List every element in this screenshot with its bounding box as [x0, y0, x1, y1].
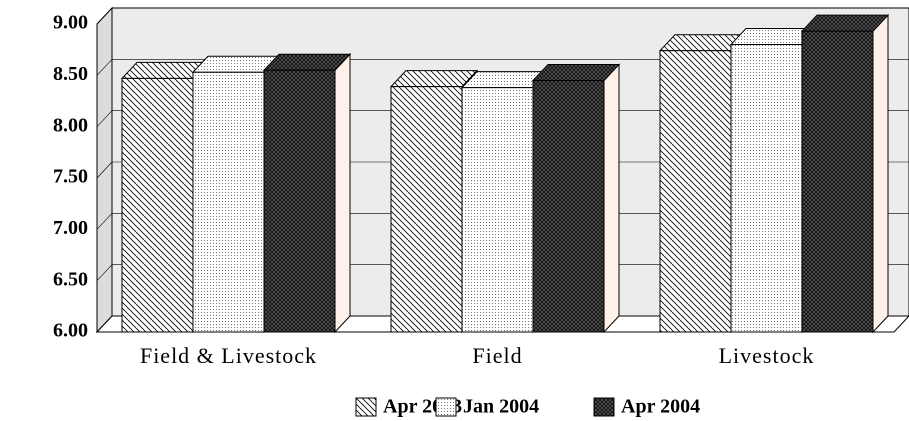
- grid-line: [96, 110, 113, 127]
- bar-top: [800, 14, 890, 32]
- bar: [532, 79, 605, 333]
- y-tick-label: 7.00: [53, 217, 88, 239]
- y-tick-label: 8.00: [53, 114, 88, 136]
- bar: [390, 86, 463, 333]
- legend-swatch: [355, 397, 377, 417]
- grid-line: [96, 213, 113, 230]
- grid-line: [96, 7, 113, 25]
- bar: [263, 69, 336, 333]
- grid-line: [96, 161, 113, 179]
- bar-side: [334, 52, 351, 334]
- legend-label: Apr 2004: [621, 396, 700, 418]
- bar: [461, 87, 534, 333]
- bar-top: [531, 63, 621, 81]
- bar-side: [603, 63, 620, 334]
- y-tick-label: 8.50: [53, 63, 88, 85]
- bar: [730, 44, 803, 333]
- grid-line: [96, 264, 113, 281]
- legend-swatch: [435, 397, 457, 417]
- y-tick-label: 9.00: [53, 12, 88, 34]
- y-tick-label: 6.50: [53, 268, 88, 290]
- y-tick-label: 7.50: [53, 166, 88, 188]
- bar: [192, 71, 265, 333]
- bar: [801, 30, 874, 333]
- bar-side: [872, 13, 889, 334]
- bar: [121, 77, 194, 333]
- legend-label: Jan 2004: [463, 396, 539, 418]
- x-tick-label: Livestock: [719, 343, 815, 368]
- bar-top: [389, 70, 479, 88]
- x-tick-label: Field & Livestock: [140, 343, 317, 368]
- legend-swatch: [593, 397, 615, 417]
- bar: [659, 50, 732, 333]
- x-tick-label: Field: [472, 343, 522, 368]
- grid-line: [96, 315, 113, 333]
- grid-line: [96, 59, 113, 76]
- bar-top: [262, 53, 352, 71]
- y-tick-label: 6.00: [53, 320, 88, 342]
